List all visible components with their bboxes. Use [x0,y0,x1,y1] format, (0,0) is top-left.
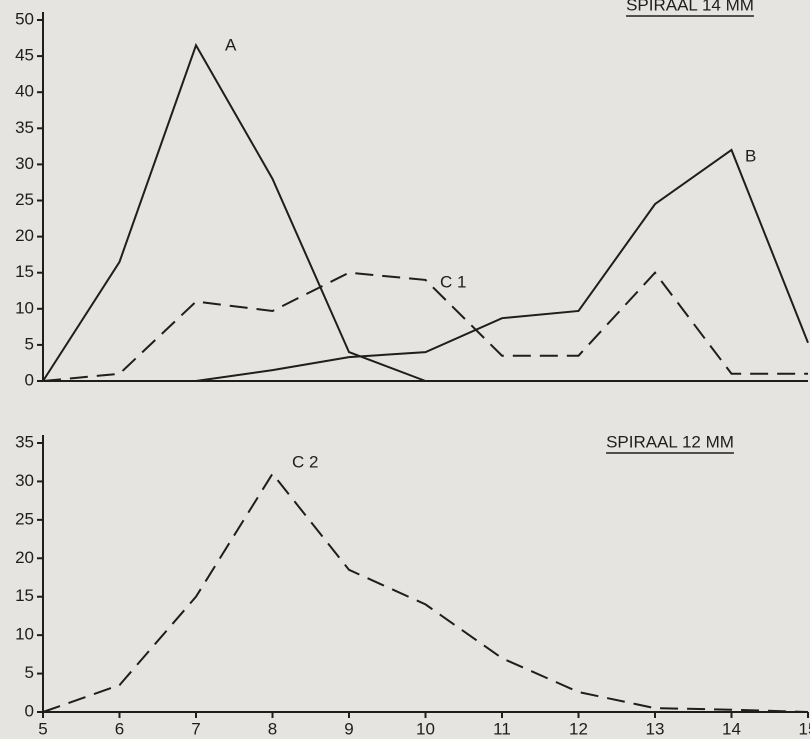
x-tick-label: 11 [493,719,511,738]
series-line [195,148,809,382]
y-tick-label: 35 [15,432,34,451]
x-tick-label: 12 [569,719,588,738]
y-tick-label: 45 [15,46,34,65]
y-tick-label: 25 [15,509,34,528]
series-label: C 2 [292,452,318,471]
y-tick-label: 30 [15,154,34,173]
y-tick-label: 40 [15,82,34,101]
chart-title: SPIRAAL 12 MM [606,432,734,451]
y-tick-label: 20 [15,548,34,567]
y-tick-label: 0 [25,370,34,389]
y-tick-label: 0 [25,701,34,720]
y-tick-label: 25 [15,190,34,209]
x-tick-label: 5 [38,719,47,738]
y-tick-label: 15 [15,262,34,281]
y-tick-label: 10 [15,625,34,644]
y-tick-label: 35 [15,118,34,137]
x-tick-label: 13 [646,719,665,738]
series-label: B [745,146,756,165]
y-tick-label: 50 [15,9,34,28]
x-tick-label: 15 [799,719,810,738]
y-tick-label: 20 [15,226,34,245]
chart-title: SPIRAAL 14 MM [626,0,754,14]
y-tick-label: 10 [15,298,34,317]
series-line [42,271,808,382]
x-tick-label: 8 [268,719,277,738]
y-tick-label: 30 [15,471,34,490]
series-label: C 1 [440,272,466,291]
series-line [42,472,809,713]
series-label: A [225,35,237,54]
x-tick-label: 10 [416,719,435,738]
x-tick-label: 14 [722,719,741,738]
y-tick-label: 15 [15,586,34,605]
x-tick-label: 9 [344,719,353,738]
x-tick-label: 7 [191,719,200,738]
y-tick-label: 5 [25,663,34,682]
x-tick-label: 6 [115,719,124,738]
y-tick-label: 5 [25,334,34,353]
